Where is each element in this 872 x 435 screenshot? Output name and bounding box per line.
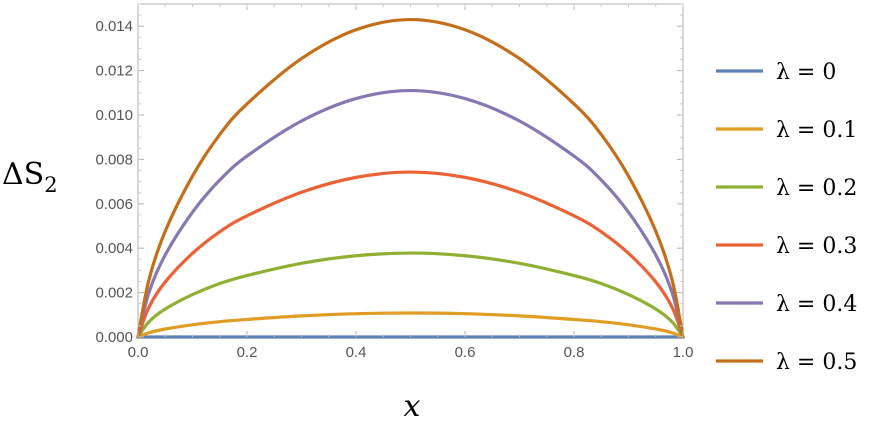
legend-label-2: λ = 0.2	[776, 176, 857, 201]
y-axis-label-subscript: 2	[44, 173, 57, 197]
series-layer	[136, 17, 685, 339]
y-tick-label: 0.006	[95, 196, 133, 213]
series-line-2	[136, 251, 685, 339]
x-tick-label: 0.6	[455, 344, 476, 361]
y-tick-label: 0.000	[95, 329, 133, 346]
legend-label-5: λ = 0.5	[776, 350, 857, 375]
y-tick-label: 0.012	[95, 63, 133, 80]
legend-label-3: λ = 0.3	[776, 234, 857, 259]
x-tick-label: 0.4	[346, 344, 367, 361]
legend-label-4: λ = 0.4	[776, 292, 857, 317]
ticks-layer: 0.0 0.2 0.4 0.6 0.8 1.0 0.000 0.002 0.004 0.006 0.…	[95, 3, 694, 361]
y-tick-label: 0.014	[95, 18, 133, 35]
y-axis-label: ΔS2	[2, 157, 58, 197]
x-axis-label: x	[404, 389, 421, 424]
x-tick-label: 0.8	[564, 344, 585, 361]
series-line-1	[136, 311, 685, 339]
y-tick-label: 0.004	[95, 240, 133, 257]
x-tick-label: 1.0	[673, 344, 694, 361]
x-tick-label: 0.2	[237, 344, 258, 361]
legend: λ = 0 λ = 0.1 λ = 0.2 λ = 0.3 λ = 0.4 λ = 0.5	[716, 60, 857, 375]
series-line-3	[136, 170, 685, 339]
y-tick-label: 0.010	[95, 107, 133, 124]
x-tick-label: 0.0	[128, 344, 149, 361]
y-tick-label: 0.002	[95, 285, 133, 302]
y-tick-label: 0.008	[95, 151, 133, 168]
series-line-4	[136, 88, 685, 339]
legend-label-0: λ = 0	[776, 60, 836, 85]
series-line-5	[136, 17, 685, 339]
y-axis-label-main: ΔS	[2, 157, 44, 192]
legend-label-1: λ = 0.1	[776, 118, 857, 143]
